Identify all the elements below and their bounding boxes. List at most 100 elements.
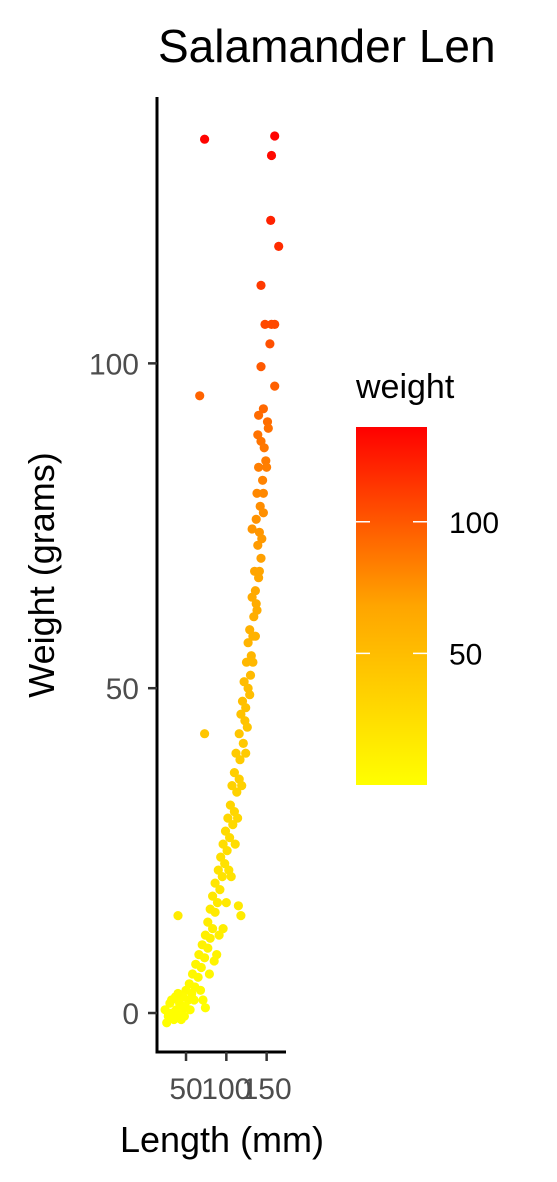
data-point [237,781,247,791]
data-point [258,488,268,498]
data-point [251,514,261,524]
data-point [224,865,234,875]
data-point [245,670,256,680]
data-point [251,599,261,609]
data-point [227,781,237,791]
data-point [257,534,267,544]
data-point [256,553,266,563]
data-point [162,1018,172,1028]
data-point [270,131,280,141]
data-point [222,846,232,856]
data-point [189,995,199,1005]
data-point [230,839,240,849]
data-point [203,917,213,927]
x-axis-label: Length (mm) [120,1119,324,1160]
data-point [208,891,218,901]
data-point [228,820,238,830]
data-point [258,508,268,518]
data-point [185,1005,195,1015]
data-point [200,953,210,963]
data-point [243,638,253,648]
data-point [248,657,258,667]
data-point [193,972,203,982]
data-point [266,215,276,225]
data-point [234,729,244,739]
data-point [250,631,260,641]
x-tick-label: 50 [169,1073,202,1106]
data-point [242,722,252,732]
data-point [205,933,215,943]
data-point [225,833,235,843]
data-point [166,995,177,1005]
colorbar [356,427,427,785]
data-point [241,703,251,713]
data-point [233,813,243,823]
colorbar-legend: weight 50 100 [355,368,499,785]
data-point [215,885,225,895]
data-point [238,738,248,749]
data-point [262,462,272,472]
data-point [260,319,270,329]
points-layer [160,131,284,1028]
data-point [210,878,220,888]
data-point [259,443,269,453]
data-point [265,339,275,349]
data-point [229,768,239,778]
data-point [245,690,255,700]
data-point [200,1003,210,1013]
y-tick-label: 0 [122,998,139,1031]
data-point [195,391,205,401]
data-point [266,150,277,161]
data-point [217,872,227,882]
data-point [256,280,266,290]
colorbar-tick-label: 100 [449,507,499,540]
data-point [258,475,268,485]
data-point [210,907,220,917]
data-point [173,911,183,921]
data-point [254,566,264,576]
data-point [241,657,252,667]
data-point [223,813,233,823]
data-point [253,430,263,440]
data-point [252,488,262,498]
data-point [256,362,266,372]
data-point [169,1014,179,1025]
data-point [212,898,223,908]
data-point [235,755,245,765]
y-tick-label: 100 [89,348,139,381]
data-point [258,404,268,414]
data-point [274,241,284,251]
data-point [195,985,206,995]
data-point [270,381,280,391]
data-point [203,943,213,953]
legend-title: weight [355,368,455,406]
data-point [221,898,231,908]
data-point [247,524,257,534]
data-point [198,995,208,1005]
data-point [241,748,251,758]
y-ticks: 0 50 100 [89,348,157,1031]
data-point [179,1011,189,1021]
data-point [232,787,242,797]
data-point [236,911,246,921]
data-point [163,1008,173,1018]
colorbar-tick-label: 50 [449,638,482,671]
data-point [214,930,224,940]
data-point [249,612,259,622]
colorbar-ticks: 50 100 [356,507,499,671]
x-tick-label: 100 [201,1073,251,1106]
data-point [254,410,264,420]
data-point [233,901,243,911]
data-point [263,423,273,433]
data-point [200,134,210,144]
data-point [204,969,214,979]
data-point [208,924,218,934]
chart-title: Salamander Len [158,20,496,72]
x-tick-label: 150 [242,1073,292,1106]
data-point [200,729,210,739]
y-axis-label: Weight (grams) [21,452,62,697]
data-point [196,962,206,973]
data-point [173,988,183,999]
